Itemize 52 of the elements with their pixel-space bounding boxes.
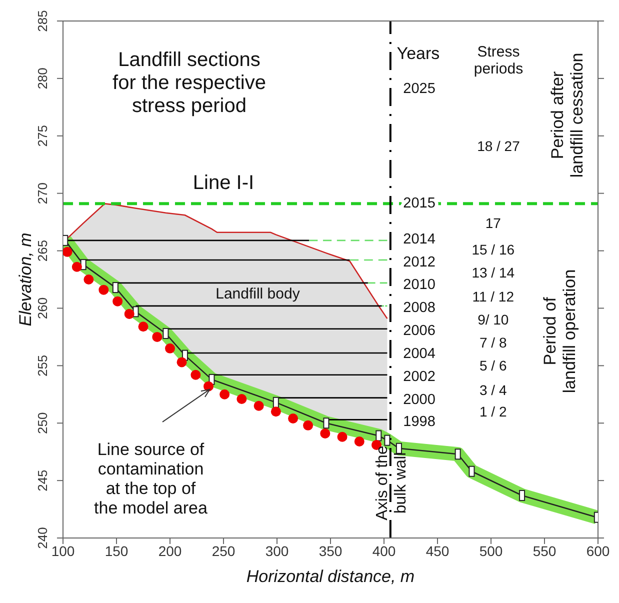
x-tick-label: 600 (586, 542, 610, 559)
y-tick-label: 240 (35, 527, 50, 549)
x-tick-label: 500 (479, 542, 503, 559)
y-tick-label: 270 (35, 182, 50, 204)
annotation: 7 / 8 (480, 334, 507, 351)
annotation: 2012 (403, 254, 436, 270)
x-axis-title: Horizontal distance, m (246, 566, 415, 586)
annotation: Landfill body (216, 284, 300, 302)
y-tick-label: 265 (35, 240, 50, 262)
annotation: Period of landfill operation (540, 269, 579, 394)
annotation: 2008 (403, 300, 436, 316)
x-tick-label: 200 (158, 542, 182, 559)
annotation: Period after landfill cessation (548, 52, 586, 178)
annotation: 2010 (403, 277, 436, 294)
annotation: 1998 (403, 414, 436, 430)
annotation: 11 / 12 (472, 288, 514, 305)
ref-line-label: Axis of the bulk wall (374, 446, 410, 520)
annotation: 9/ 10 (478, 312, 509, 328)
x-tick-label: 250 (212, 542, 236, 559)
annotation: Line I-I (192, 172, 254, 194)
y-tick-label: 275 (35, 125, 50, 147)
annotation: 18 / 27 (477, 138, 520, 154)
y-tick-label: 285 (35, 10, 50, 32)
y-tick-label: 245 (35, 470, 50, 492)
x-tick-label: 100 (51, 542, 75, 559)
y-axis-title: Elevation, m (16, 232, 34, 326)
annotation: Years (396, 44, 440, 63)
x-tick-label: 300 (265, 542, 289, 559)
annotation: Stress periods (474, 42, 524, 78)
annotation: 2002 (403, 369, 436, 386)
annotation: Line source of contamination at the top of the model area (94, 439, 208, 518)
annotation: 15 / 16 (472, 242, 515, 258)
annotation: 1 / 2 (480, 404, 507, 420)
annotation: 2000 (403, 392, 436, 408)
y-tick-label: 260 (35, 297, 50, 320)
y-tick-label: 280 (35, 68, 50, 90)
x-tick-label: 150 (104, 542, 128, 559)
x-tick-label: 350 (318, 542, 342, 559)
annotation: 5 / 6 (480, 358, 507, 374)
x-tick-label: 450 (426, 542, 450, 559)
annotation: 2025 (403, 80, 436, 97)
y-tick-label: 250 (35, 412, 50, 434)
annotation: 2004 (403, 346, 436, 362)
x-tick-label: 550 (532, 542, 556, 559)
annotation: 17 (485, 215, 502, 232)
annotation: Landfill sections for the respective stress period (112, 49, 266, 118)
annotation: 3 / 4 (480, 382, 507, 398)
annotation: 13 / 14 (472, 264, 515, 281)
annotation: 2006 (403, 323, 436, 340)
x-tick-label: 400 (372, 542, 396, 559)
y-tick-label: 255 (35, 354, 50, 377)
annotation: 2014 (403, 231, 436, 248)
